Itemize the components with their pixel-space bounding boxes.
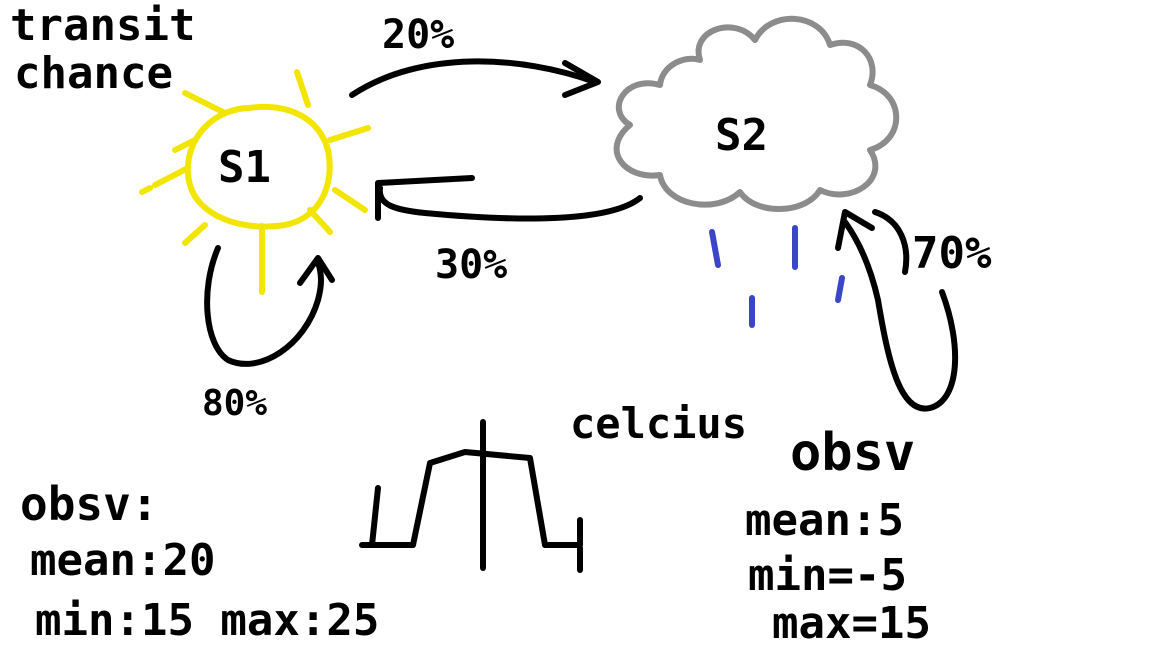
transition-s2-self-label: 70% [912, 228, 992, 279]
arrow-s2-to-s1: 30% [375, 175, 643, 288]
rain-drops-icon [709, 225, 845, 328]
state-s1-label: S1 [218, 142, 271, 193]
transition-s1-s2-label: 20% [382, 12, 454, 58]
title-transit: transit [10, 0, 195, 51]
s2-obs-max: max=15 [772, 598, 931, 648]
s2-observation-stats: obsv mean:5 min=-5 max=15 [745, 423, 931, 648]
s2-obs-mean: mean:5 [745, 495, 904, 546]
unit-label: celcius [570, 399, 747, 448]
s1-obs-mean: mean:20 [30, 535, 215, 586]
cloud-icon: S2 [613, 15, 900, 328]
transition-s1-self-label: 80% [202, 383, 267, 424]
sun-icon: S1 [139, 69, 371, 295]
self-loop-s1: 80% [202, 245, 335, 424]
s1-obs-heading: obsv: [20, 477, 158, 531]
arrow-s1-to-s2: 20% [349, 12, 601, 98]
s1-obs-range: min:15 max:25 [35, 595, 379, 646]
s2-obs-min: min=-5 [748, 550, 907, 601]
s1-observation-stats: obsv: mean:20 min:15 max:25 [20, 477, 379, 646]
s2-obs-heading: obsv [790, 423, 915, 483]
title-chance: chance [14, 48, 173, 99]
transition-s2-s1-label: 30% [435, 242, 507, 288]
self-loop-s2: 70% [835, 209, 992, 412]
distribution-curve [359, 419, 583, 573]
state-s2-label: S2 [715, 110, 768, 161]
